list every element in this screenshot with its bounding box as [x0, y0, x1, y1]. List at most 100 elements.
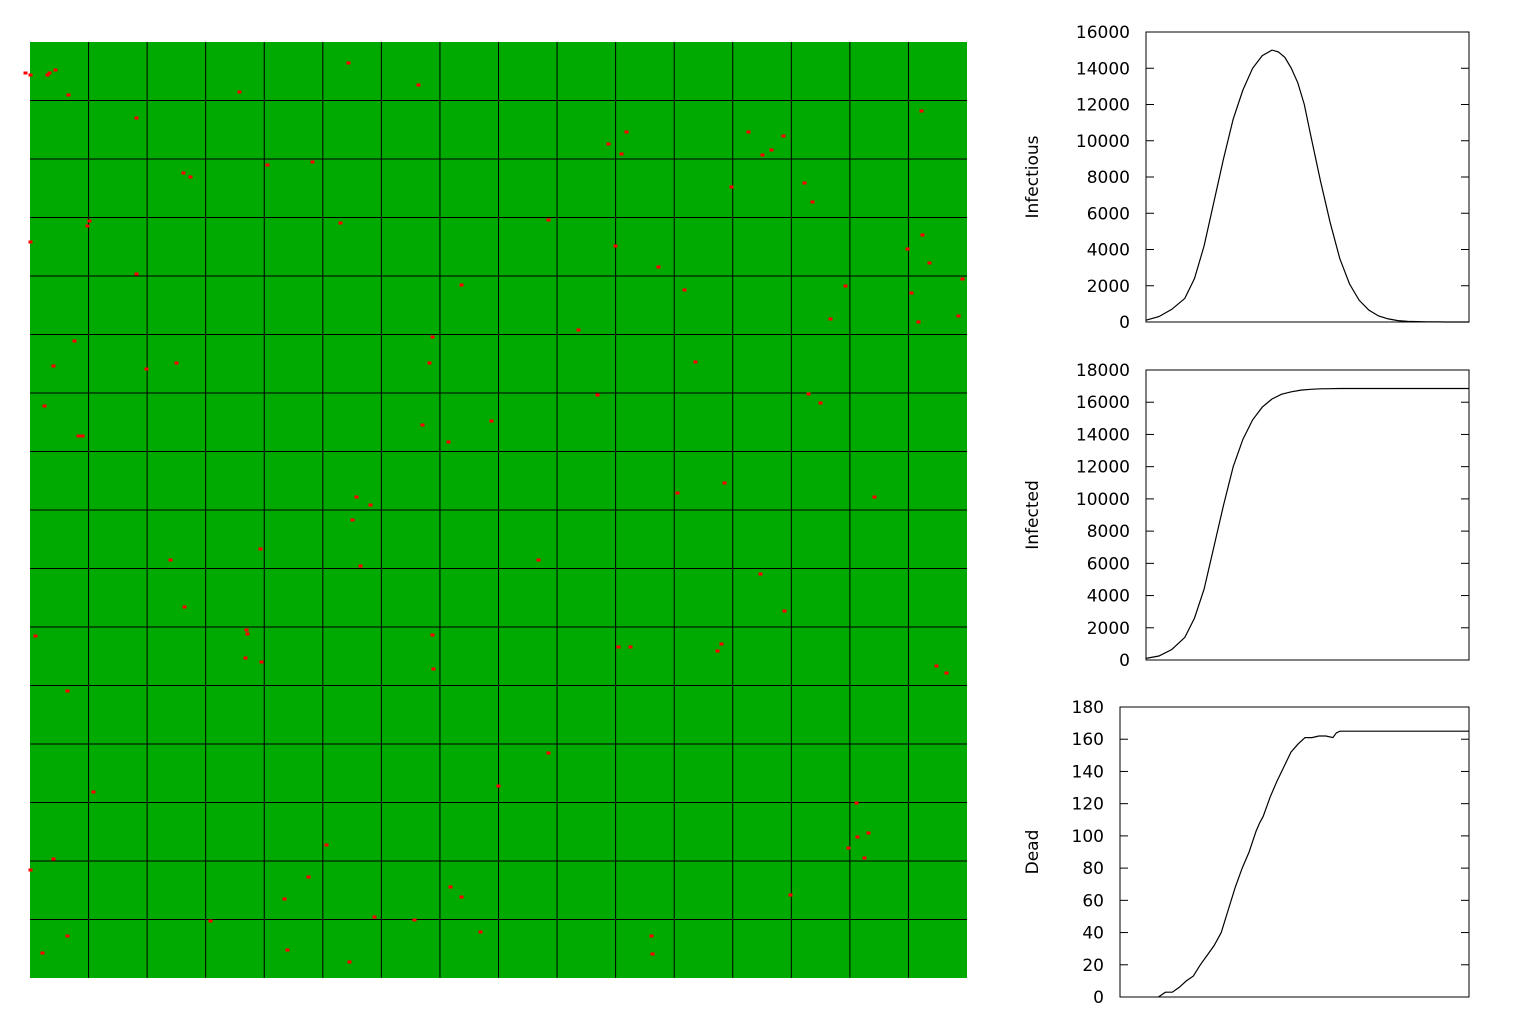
- infected-cell: [181, 171, 186, 175]
- y-tick-label: 10000: [1076, 132, 1130, 152]
- y-tick-label: 180: [1072, 698, 1104, 718]
- infected-cell: [285, 948, 290, 952]
- infected-cell: [459, 895, 464, 899]
- plot-frame: [1119, 706, 1470, 998]
- y-tick-label: 40: [1082, 924, 1104, 944]
- plot-frame: [1145, 369, 1470, 661]
- infected-cell: [862, 856, 867, 860]
- infected-cell: [446, 440, 451, 444]
- infected-cell: [781, 134, 786, 138]
- infected-cell: [619, 152, 624, 156]
- infected-cell: [846, 846, 851, 850]
- infected-cell: [427, 361, 432, 365]
- infected-cell: [53, 68, 58, 72]
- infected-cell: [650, 952, 655, 956]
- infected-cell: [412, 918, 417, 922]
- infected-cell: [758, 572, 763, 576]
- infected-cell: [237, 90, 242, 94]
- series-line: [1145, 387, 1469, 659]
- infected-cell: [729, 185, 734, 189]
- infected-cell: [245, 632, 250, 636]
- infected-cell: [416, 83, 421, 87]
- y-tick-label: 8000: [1087, 522, 1130, 542]
- infected-cell: [919, 109, 924, 113]
- y-tick-label: 14000: [1076, 59, 1130, 79]
- infected-cell: [806, 392, 811, 396]
- infected-cell: [28, 73, 33, 77]
- infected-cell: [546, 751, 551, 755]
- infected-cell: [576, 328, 581, 332]
- infected-cell: [866, 831, 871, 835]
- infected-cell: [909, 291, 914, 295]
- infected-cell: [843, 284, 848, 288]
- infected-cell: [347, 960, 352, 964]
- y-tick-label: 16000: [1076, 393, 1130, 413]
- infected-cell: [956, 314, 961, 318]
- series-line: [1158, 730, 1469, 998]
- infected-cell: [675, 491, 680, 495]
- infected-cell: [656, 265, 661, 269]
- infected-cell: [606, 142, 611, 146]
- y-tick-label: 12000: [1076, 96, 1130, 116]
- infected-cell: [324, 843, 329, 847]
- infected-cell: [76, 434, 81, 438]
- y-axis-label: Infected: [1023, 480, 1043, 550]
- infected-cell: [715, 649, 720, 653]
- infected-cell: [28, 868, 33, 872]
- infected-cell: [722, 481, 727, 485]
- infected-cell: [259, 660, 264, 664]
- infected-cell: [372, 915, 377, 919]
- infected-cell: [66, 93, 71, 97]
- infected-cell: [350, 518, 355, 522]
- y-tick-label: 2000: [1087, 277, 1130, 297]
- infected-cell: [265, 163, 270, 167]
- infected-cell: [188, 175, 193, 179]
- infected-cell: [810, 200, 815, 204]
- infected-cell: [42, 404, 47, 408]
- y-tick-label: 12000: [1076, 458, 1130, 478]
- infected-cell: [65, 689, 70, 693]
- infected-cell: [85, 224, 90, 228]
- y-tick-label: 0: [1093, 988, 1104, 1008]
- infected-cell: [338, 221, 343, 225]
- infected-cell: [595, 393, 600, 397]
- infected-cell: [478, 930, 483, 934]
- infected-cell: [746, 130, 751, 134]
- y-tick-label: 2000: [1087, 619, 1130, 639]
- infected-cell: [420, 423, 425, 427]
- y-tick-label: 18000: [1076, 361, 1130, 381]
- infected-cell: [358, 564, 363, 568]
- infected-cell: [430, 335, 435, 339]
- infected-cell: [489, 419, 494, 423]
- infected-cell: [920, 233, 925, 237]
- infected-cell: [546, 218, 551, 222]
- infected-cell: [682, 288, 687, 292]
- y-tick-label: 8000: [1087, 168, 1130, 188]
- infected-cell: [72, 339, 77, 343]
- y-tick-label: 140: [1072, 762, 1104, 782]
- infected-cell: [769, 148, 774, 152]
- y-tick-label: 60: [1082, 891, 1104, 911]
- y-tick-label: 20: [1082, 956, 1104, 976]
- y-tick-label: 120: [1072, 795, 1104, 815]
- infected-cell: [45, 73, 50, 77]
- infected-cell: [51, 364, 56, 368]
- y-tick-label: 0: [1119, 313, 1130, 333]
- infected-cell: [346, 61, 351, 65]
- infected-cell: [243, 656, 248, 660]
- y-tick-label: 16000: [1076, 23, 1130, 43]
- infected-cell: [306, 875, 311, 879]
- y-tick-label: 14000: [1076, 425, 1130, 445]
- infected-cell: [174, 361, 179, 365]
- infected-cell: [168, 558, 173, 562]
- infected-cell: [51, 857, 56, 861]
- infected-cell: [818, 401, 823, 405]
- infected-cell: [828, 317, 833, 321]
- y-tick-label: 160: [1072, 730, 1104, 750]
- y-tick-label: 4000: [1087, 241, 1130, 261]
- infected-cell: [244, 628, 249, 632]
- infected-cell: [693, 360, 698, 364]
- infected-cell: [33, 634, 38, 638]
